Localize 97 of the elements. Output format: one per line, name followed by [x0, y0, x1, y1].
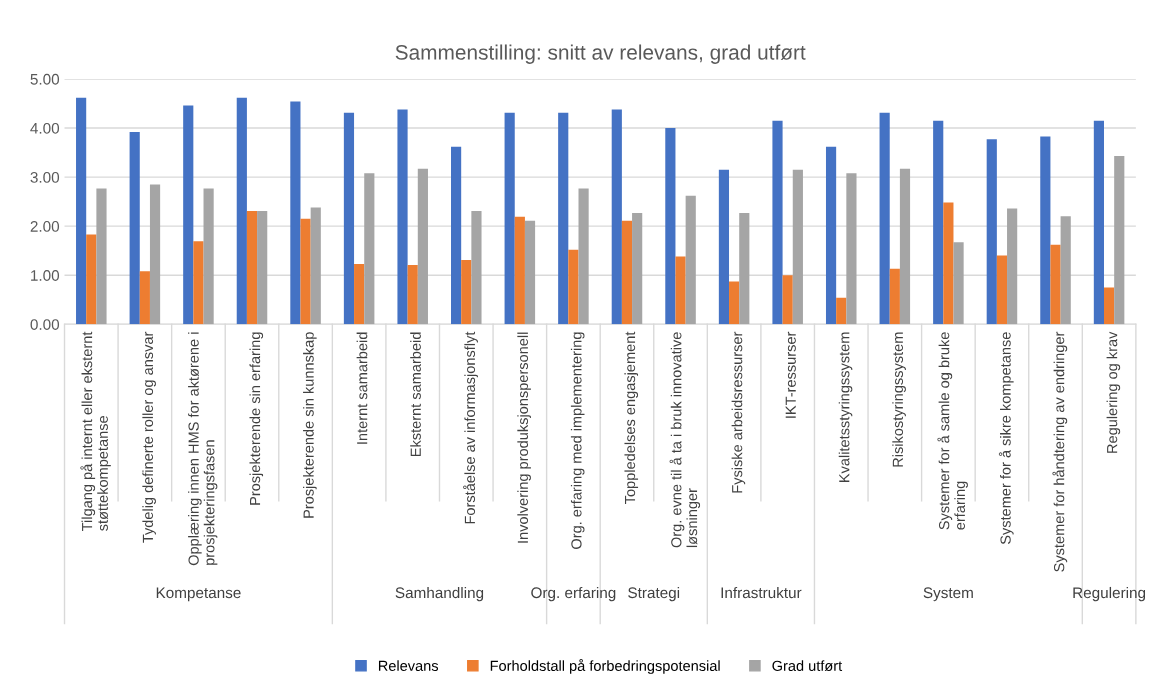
bar [461, 260, 472, 325]
bar [354, 263, 365, 325]
bar [183, 105, 194, 325]
x-tick-label: Involvering produksjonspersonell [517, 332, 531, 543]
bar [524, 220, 536, 325]
bar [193, 241, 204, 325]
bar [792, 169, 803, 325]
bar [451, 146, 462, 325]
bar [568, 249, 579, 325]
x-tick-label: Internt samarbeid [356, 332, 368, 444]
x-tick-label: IKT-ressurser [785, 331, 796, 418]
x-tick-label: Prosjekterende sin erfaring [249, 332, 264, 505]
bar [578, 188, 589, 325]
text: Samhandling [395, 586, 484, 602]
x-tick-label: Regulering og krav [1106, 331, 1121, 453]
bar [675, 256, 686, 325]
x-tick-label: Systemer for å samle og bruke erfaring [937, 332, 968, 530]
legend-label: Grad utført [772, 660, 843, 672]
y-tick-label: 5.00 [30, 73, 60, 85]
x-tick-label: Org. evne til å ta i bruk innovative løsninger [669, 332, 701, 548]
bar [1114, 156, 1125, 325]
y-tick-label: 4.00 [30, 122, 60, 134]
y-tick-label: 1.00 [31, 270, 60, 281]
bar [729, 281, 740, 325]
bar [343, 112, 355, 325]
bar [879, 112, 890, 325]
text: Kompetanse [156, 587, 241, 602]
bar [397, 109, 408, 325]
text: Strategi [628, 586, 680, 602]
x-tick-label: Tilgang på internt eller eksternt støttekompetanse [80, 331, 111, 531]
y-tick-label: 2.00 [30, 221, 60, 232]
bar [1007, 208, 1018, 325]
bar [149, 184, 161, 325]
bar [76, 97, 87, 325]
legend-label: Forholdstall på forbedringspotensial [490, 659, 720, 674]
x-tick-label: Fysiske arbeidsressurser [731, 331, 746, 493]
x-tick-label: Prosjekterende sin kunnskap [303, 332, 317, 518]
bar [504, 112, 515, 325]
x-tick-label: Opplæring innen HMS for aktørene i prosjekteringsfasen [188, 332, 218, 566]
bar [407, 264, 418, 325]
bar [514, 216, 525, 325]
bar [665, 128, 676, 325]
bar [96, 188, 107, 325]
bar [558, 112, 569, 325]
text: Infrastruktur [721, 586, 802, 599]
bar [889, 268, 900, 325]
bar [986, 139, 997, 325]
bar [782, 275, 793, 325]
bar [718, 169, 730, 325]
legend-label: Relevans [378, 660, 439, 671]
bar [1093, 120, 1104, 325]
x-tick-label: Tydelig definerte roller og ansvar [142, 331, 156, 543]
bar [203, 188, 214, 325]
bar [996, 255, 1008, 325]
y-tick-label: 3.00 [30, 171, 60, 183]
bar [632, 212, 643, 325]
x-tick-label: Systemer for håndtering av endringer [1052, 331, 1068, 572]
bar [129, 131, 140, 325]
x-tick-label: Systemer for å sikre kompetanse [998, 332, 1014, 545]
bar [933, 120, 944, 325]
bar [836, 297, 847, 325]
bar [471, 210, 482, 325]
x-tick-label: Org. erfaring med implementering [570, 332, 585, 549]
bar [300, 218, 311, 325]
bar [86, 234, 97, 325]
bar [1060, 216, 1071, 325]
bar [846, 173, 857, 325]
chart-title: Sammenstilling: snitt av relevans, grad utført [395, 44, 806, 64]
bar [1050, 244, 1061, 325]
bar [899, 168, 911, 325]
bar [1104, 287, 1115, 325]
bar [257, 210, 268, 325]
x-tick-label: Eksternt samarbeid [410, 332, 421, 457]
bar [364, 173, 375, 325]
bar [739, 212, 750, 325]
bar [139, 271, 150, 325]
bar [290, 101, 301, 325]
bar [943, 202, 954, 325]
bar [621, 220, 633, 325]
bar [417, 168, 428, 325]
bar [236, 97, 247, 325]
y-tick-label: 0.00 [30, 319, 60, 330]
x-tick-label: Forståelse av informasjonsflyt [463, 331, 478, 524]
text: Regulering [1073, 586, 1146, 602]
bar [825, 146, 837, 325]
text: Org. erfaring [531, 586, 616, 602]
bar [1040, 136, 1051, 325]
bar [953, 242, 964, 325]
bar [246, 210, 258, 325]
x-tick-label: Toppledelses engasjement [624, 331, 639, 504]
bar [611, 109, 622, 325]
bar [685, 195, 696, 325]
text: System [923, 587, 973, 602]
x-tick-label: Kvalitetsstyringssystem [838, 332, 853, 482]
bar [772, 120, 783, 325]
bar [310, 207, 321, 325]
x-tick-label: Risikostyringssystem [892, 332, 906, 467]
